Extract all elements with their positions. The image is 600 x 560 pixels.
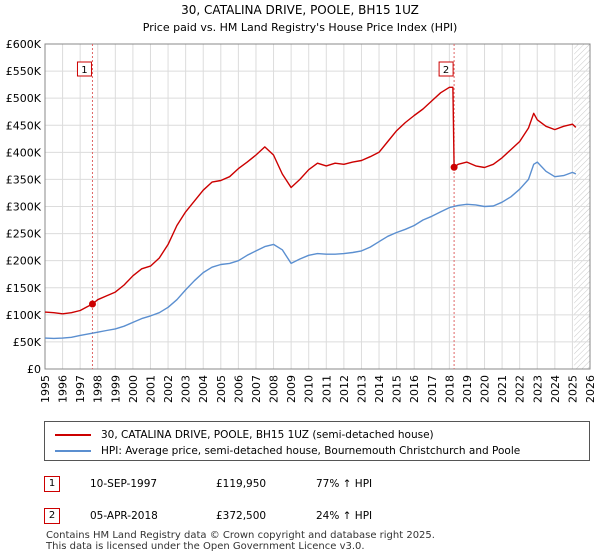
x-tick-label: 2008 [268, 375, 281, 403]
x-tick-label: 2006 [232, 375, 245, 403]
footer-line-1: Contains HM Land Registry data © Crown c… [46, 530, 435, 541]
x-tick-label: 2019 [461, 375, 474, 403]
transaction-badge-2: 2 [44, 508, 60, 524]
x-tick-label: 2013 [355, 375, 368, 403]
x-tick-label: 1999 [109, 375, 122, 403]
x-tick-label: 2023 [531, 375, 544, 403]
transaction-badge-1: 1 [44, 476, 60, 492]
x-tick-label: 2022 [514, 375, 527, 403]
transaction-hpi-2: 24% ↑ HPI [316, 510, 373, 522]
x-tick-label: 2021 [496, 375, 509, 403]
transaction-chart-badge-label: 1 [81, 65, 87, 76]
x-tick-label: 2004 [197, 375, 210, 403]
legend-swatch-hpi [55, 450, 91, 452]
transaction-price-2: £372,500 [216, 510, 267, 522]
y-tick-label: £450K [6, 119, 42, 132]
chart-title: 30, CATALINA DRIVE, POOLE, BH15 1UZ [181, 3, 419, 17]
y-tick-label: £150K [6, 282, 42, 295]
y-tick-label: £50K [13, 336, 42, 349]
transaction-price-1: £119,950 [216, 478, 267, 490]
x-tick-label: 1997 [74, 375, 87, 403]
x-tick-label: 2017 [426, 375, 439, 403]
transaction-point [450, 163, 458, 171]
legend-label-property: 30, CATALINA DRIVE, POOLE, BH15 1UZ (sem… [101, 429, 434, 441]
x-tick-label: 2020 [479, 375, 492, 403]
footer: Contains HM Land Registry data © Crown c… [46, 530, 435, 552]
price-chart: 30, CATALINA DRIVE, POOLE, BH15 1UZ Price… [6, 3, 597, 403]
x-tick-label: 2025 [566, 375, 579, 403]
y-tick-label: £600K [6, 38, 42, 51]
x-tick-label: 1998 [92, 375, 105, 403]
x-tick-label: 1996 [57, 375, 70, 403]
y-tick-label: £300K [6, 201, 42, 214]
x-tick-label: 2007 [250, 375, 263, 403]
x-tick-label: 2001 [144, 375, 157, 403]
x-tick-label: 2018 [443, 375, 456, 403]
x-tick-label: 2015 [391, 375, 404, 403]
series-line-hpi [44, 161, 577, 340]
x-tick-label: 2026 [584, 375, 597, 403]
legend-swatch-property [55, 434, 91, 436]
transaction-chart-badge [76, 61, 92, 77]
y-tick-label: £350K [6, 173, 42, 186]
transaction-hpi-1: 77% ↑ HPI [316, 478, 373, 490]
y-tick-label: £250K [6, 228, 42, 241]
x-tick-label: 2002 [162, 375, 175, 403]
transaction-date-2: 05-APR-2018 [90, 510, 158, 522]
footer-line-2: This data is licensed under the Open Gov… [46, 541, 365, 552]
series-line-property [44, 86, 577, 315]
y-tick-label: £400K [6, 146, 42, 159]
legend: 30, CATALINA DRIVE, POOLE, BH15 1UZ (sem… [44, 421, 590, 461]
transaction-point [88, 300, 96, 308]
transaction-chart-badge-label: 2 [443, 65, 449, 76]
x-tick-label: 2000 [127, 375, 140, 403]
x-tick-label: 2016 [408, 375, 421, 403]
y-tick-label: £0 [27, 363, 41, 376]
x-tick-label: 2011 [320, 375, 333, 403]
x-tick-label: 2005 [215, 375, 228, 403]
legend-item-hpi: HPI: Average price, semi-detached house,… [55, 443, 520, 459]
y-tick-label: £500K [6, 92, 42, 105]
x-tick-label: 2003 [180, 375, 193, 403]
transaction-date-1: 10-SEP-1997 [90, 478, 158, 490]
y-tick-label: £200K [6, 255, 42, 268]
plot-border [44, 43, 591, 370]
x-tick-label: 2012 [338, 375, 351, 403]
y-tick-label: £100K [6, 309, 42, 322]
transaction-chart-badge [438, 61, 454, 77]
x-tick-label: 2014 [373, 375, 386, 403]
legend-label-hpi: HPI: Average price, semi-detached house,… [101, 445, 521, 457]
legend-item-property: 30, CATALINA DRIVE, POOLE, BH15 1UZ (sem… [55, 427, 434, 443]
chart-subtitle: Price paid vs. HM Land Registry's House … [143, 21, 458, 34]
x-tick-label: 2010 [303, 375, 316, 403]
x-tick-label: 2024 [549, 375, 562, 403]
y-tick-label: £550K [6, 65, 42, 78]
x-tick-label: 2009 [285, 375, 298, 403]
x-tick-label: 1995 [39, 375, 52, 403]
